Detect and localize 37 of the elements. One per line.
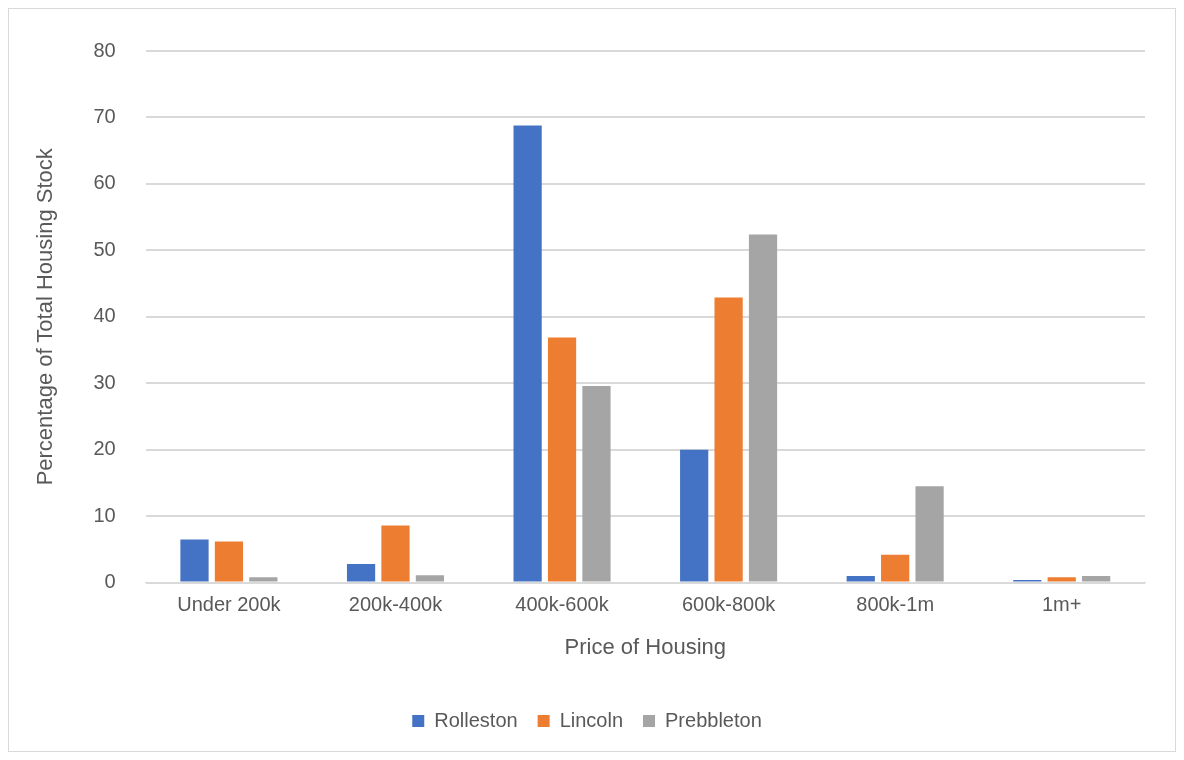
y-tick-label: 20 — [93, 437, 116, 460]
x-tick-label: 600k-800k — [681, 593, 777, 616]
legend-label: Rolleston — [434, 708, 518, 731]
y-tick-label: 10 — [93, 503, 116, 526]
bar — [1047, 577, 1076, 582]
y-tick-label: 0 — [104, 570, 116, 593]
bar — [415, 575, 445, 582]
y-tick-label: 80 — [93, 38, 116, 61]
bar — [915, 486, 944, 582]
bar — [582, 385, 611, 582]
bar — [547, 337, 577, 582]
legend-label: Prebbleton — [665, 708, 762, 731]
bar — [846, 575, 875, 582]
bar — [881, 554, 910, 582]
bar — [748, 234, 778, 582]
bar — [680, 449, 709, 582]
bar — [180, 539, 209, 582]
legend-label: Lincoln — [559, 708, 624, 731]
bar — [513, 125, 542, 582]
x-tick-label: Under 200k — [177, 593, 282, 616]
bar — [214, 541, 244, 582]
y-tick-label: 50 — [93, 237, 116, 260]
y-tick-label: 70 — [93, 104, 116, 127]
bar — [249, 577, 278, 582]
bar — [714, 297, 743, 582]
x-tick-label: 400k-600k — [515, 593, 610, 616]
y-tick-label: 30 — [93, 370, 116, 393]
y-tick-label: 40 — [93, 304, 116, 327]
bar — [1082, 575, 1111, 582]
x-tick-label: 200k-400k — [348, 593, 444, 616]
bar — [346, 563, 376, 582]
bar — [381, 525, 410, 582]
y-tick-label: 60 — [93, 171, 116, 194]
x-tick-label: 1m+ — [1041, 593, 1082, 616]
x-tick-label: 800k-1m — [856, 593, 935, 616]
x-axis-title: Price of Housing — [564, 633, 727, 659]
y-axis-title: Percentage of Total Housing Stock — [32, 147, 58, 486]
